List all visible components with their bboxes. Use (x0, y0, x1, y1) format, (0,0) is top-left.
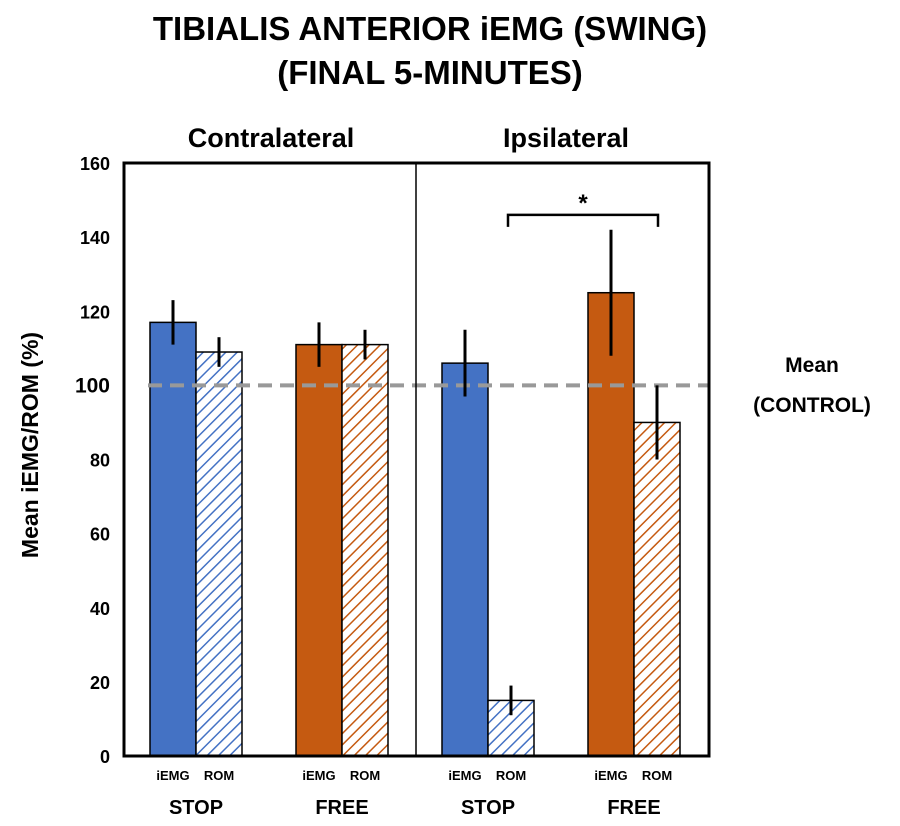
y-tick-label: 60 (90, 525, 110, 545)
bars-layer (149, 291, 681, 757)
reference-label-line-1: Mean (785, 354, 839, 377)
bar-sublabel: ROM (350, 768, 380, 783)
bar-sublabel: iEMG (448, 768, 481, 783)
y-ticks: 0 20 40 60 80 100 120 140 160 (75, 154, 110, 767)
y-tick-label: 120 (80, 302, 110, 322)
bar-free-iemg (587, 291, 635, 757)
bar-sublabel: ROM (642, 768, 672, 783)
bar-stop-rom (195, 351, 243, 757)
y-tick-label: 80 (90, 451, 110, 471)
x-labels-layer: iEMG ROM STOP iEMG ROM FREE iEMG ROM STOP iEMG ROM… (156, 768, 672, 819)
chart-title-line-2: (FINAL 5-MINUTES) (277, 54, 583, 91)
bar-sublabel: iEMG (302, 768, 335, 783)
panel-title-contralateral: Contralateral (188, 123, 355, 153)
significance-bracket (506, 213, 660, 227)
bar-sublabel: iEMG (156, 768, 189, 783)
chart-title-line-1: TIBIALIS ANTERIOR iEMG (SWING) (153, 10, 707, 47)
group-label-free: FREE (315, 797, 368, 819)
y-tick-label: 0 (100, 747, 110, 767)
reference-label-line-2: (CONTROL) (753, 394, 871, 417)
y-tick-label: 40 (90, 599, 110, 619)
y-axis-label: Mean iEMG/ROM (%) (17, 332, 43, 558)
group-label-stop: STOP (461, 797, 515, 819)
y-tick-label: 20 (90, 673, 110, 693)
y-tick-label: 160 (80, 154, 110, 174)
significance-layer: * (506, 190, 660, 227)
plot-frame (122, 161, 711, 758)
bar-sublabel: ROM (496, 768, 526, 783)
bar-stop-iemg (441, 362, 489, 757)
group-label-stop: STOP (169, 797, 223, 819)
significance-marker: * (578, 190, 588, 217)
bar-stop-iemg (149, 321, 197, 757)
bar-sublabel: iEMG (594, 768, 627, 783)
y-tick-label: 100 (75, 374, 110, 397)
y-tick-label: 140 (80, 228, 110, 248)
error-bars-layer (171, 229, 659, 716)
bar-free-rom (633, 421, 681, 757)
panel-title-ipsilateral: Ipsilateral (503, 123, 629, 153)
bar-sublabel: ROM (204, 768, 234, 783)
bar-free-iemg (295, 343, 343, 757)
bar-free-rom (341, 343, 389, 757)
group-label-free: FREE (607, 797, 660, 819)
